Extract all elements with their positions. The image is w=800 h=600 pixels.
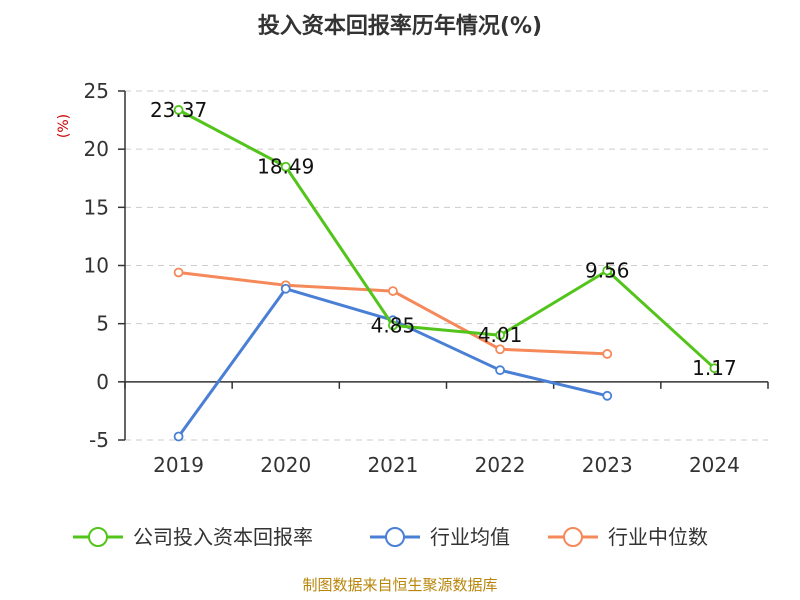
data-point <box>173 105 184 115</box>
data-labels: 23.37 18.49 4.85 4.01 9.56 1.17 <box>150 98 737 380</box>
chart-title: 投入资本回报率历年情况(%) <box>258 13 542 39</box>
legend-label-0: 公司投入资本回报率 <box>133 525 313 549</box>
data-label: 23.37 <box>150 98 207 122</box>
legend: 公司投入资本回报率 行业均值 行业中位数 <box>73 525 708 549</box>
y-tick-label: 5 <box>96 312 109 336</box>
y-axis-label: (%) <box>56 114 72 138</box>
series-line-0 <box>177 108 716 370</box>
legend-marker-0 <box>88 527 108 547</box>
x-tick-label: 2023 <box>582 453 633 477</box>
grid <box>125 90 768 441</box>
data-label: 4.85 <box>371 313 416 337</box>
y-tick-label: 0 <box>96 370 109 394</box>
legend-label-2: 行业中位数 <box>608 525 708 549</box>
legend-marker-1 <box>385 527 405 547</box>
axes: 25 20 15 10 5 0 -5 2019 2020 2021 2022 2023 2024 <box>84 79 769 477</box>
data-point <box>388 286 398 296</box>
y-tick-label: 15 <box>84 195 109 219</box>
x-tick-label: 2020 <box>260 453 311 477</box>
data-point <box>602 265 613 276</box>
x-tick-label: 2019 <box>153 453 204 477</box>
x-tick-label: 2024 <box>689 453 740 477</box>
data-point <box>709 363 720 374</box>
x-tick-label: 2021 <box>367 453 418 477</box>
data-point <box>280 283 291 294</box>
data-point <box>495 330 505 341</box>
data-point <box>495 344 505 355</box>
data-point <box>602 349 613 359</box>
data-point <box>173 431 184 442</box>
data-label: 4.01 <box>478 323 523 347</box>
data-point <box>495 365 505 376</box>
x-tick-label: 2022 <box>475 453 526 477</box>
series-layer <box>173 105 720 442</box>
data-label: 9.56 <box>585 259 630 283</box>
data-point <box>388 320 398 331</box>
data-point <box>280 161 291 172</box>
y-tick-label: -5 <box>89 428 109 452</box>
source-note: 制图数据来自恒生聚源数据库 <box>302 576 497 594</box>
data-point <box>173 267 184 278</box>
y-tick-label: 25 <box>84 79 109 103</box>
data-point <box>602 390 613 401</box>
legend-marker-2 <box>563 527 583 547</box>
data-label: 1.17 <box>692 356 737 380</box>
legend-label-1: 行业均值 <box>430 525 510 549</box>
data-label: 18.49 <box>257 155 314 179</box>
y-tick-label: 20 <box>84 137 109 161</box>
y-tick-label: 10 <box>84 254 109 278</box>
